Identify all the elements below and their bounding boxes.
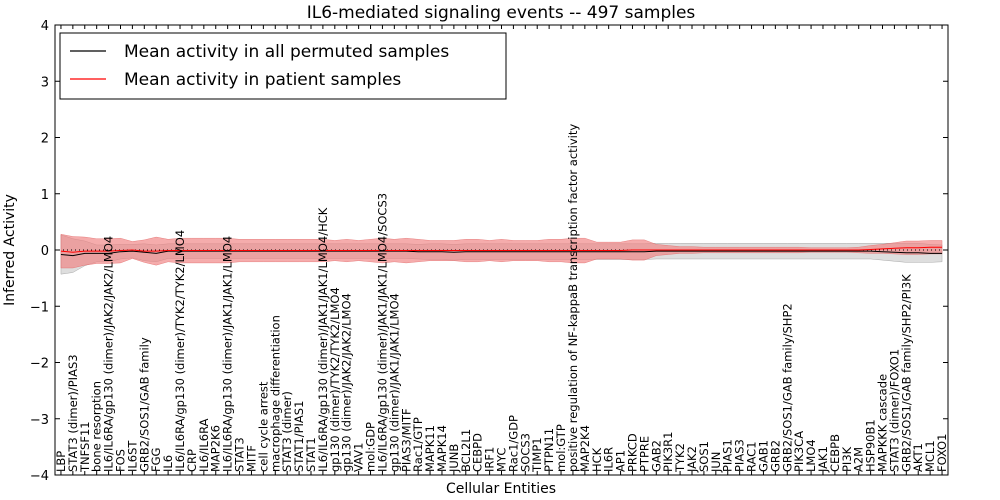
x-category-label: macrophage differentiation	[268, 315, 282, 472]
x-category-label: GAB2	[649, 440, 663, 472]
x-category-label: PIAS3	[733, 439, 747, 472]
x-category-label: Rac1/GDP	[506, 415, 520, 472]
y-tick-label: −2	[30, 357, 49, 372]
x-category-label: IL6/IL6RA	[197, 418, 211, 472]
x-category-label: TNFSF11	[78, 421, 92, 473]
x-category-label: CRP	[185, 449, 199, 472]
x-category-label: BCL2L1	[459, 429, 473, 472]
legend: Mean activity in all permuted samples Mea…	[59, 32, 507, 100]
x-category-label: VAV1	[352, 443, 366, 472]
y-axis-label: Inferred Activity	[2, 194, 18, 306]
x-category-label: cell cycle arrest	[256, 381, 270, 472]
x-category-label: mol:GDP	[364, 422, 378, 472]
x-category-label: STAT3 (dimer)/PIAS3	[66, 354, 80, 472]
x-category-label: CEBPD	[471, 433, 485, 472]
x-category-label: GRB2	[768, 440, 782, 472]
patient-mean-line	[60, 246, 943, 253]
x-category-label: Rac1/GTP	[411, 417, 425, 472]
x-category-label: HCK	[590, 447, 604, 472]
y-tick-label: −3	[30, 413, 49, 428]
x-category-label: IL6/IL6RA/gp130 (dimer)/JAK2/JAK2/LMO4	[102, 236, 116, 472]
y-tick-label: 2	[41, 132, 49, 147]
x-category-label: STAT1/PIAS1	[292, 401, 306, 472]
x-category-label: IL6/IL6RA/gp130 (dimer)/JAK1/JAK1/LMO4/S…	[375, 193, 389, 472]
x-category-label: IRF1	[483, 447, 497, 472]
x-category-label: JUN	[709, 452, 723, 473]
x-category-label: STAT1	[304, 437, 318, 472]
x-category-label: SOCS3	[518, 433, 532, 472]
x-category-label: GRB2/SOS1/GAB family/SHP2/PI3K	[899, 274, 913, 472]
x-category-label: PTPRE	[637, 436, 651, 472]
x-category-label: TYK2	[673, 443, 687, 473]
x-category-label: MAP2K6	[209, 425, 223, 472]
x-category-label: GAB1	[756, 440, 770, 472]
x-category-label: LBP	[54, 451, 68, 472]
x-category-label: AKT1	[911, 443, 925, 472]
x-category-label: STAT3 (dimer)/FOXO1	[887, 349, 901, 472]
x-category-label: IL6	[161, 455, 175, 472]
x-category-label: IL6/IL6RA/gp130 (dimer)/TYK2/TYK2/LMO4	[173, 230, 187, 472]
x-category-label: MYC	[495, 448, 509, 472]
x-category-label: MITF	[244, 445, 258, 472]
x-category-label: LMO4	[804, 439, 818, 472]
x-category-label: JAK2	[685, 446, 699, 473]
y-tick-label: −1	[30, 300, 49, 315]
x-category-label: HSP90B1	[864, 419, 878, 472]
x-category-label: RAC1	[745, 441, 759, 472]
y-tick-label: 4	[41, 19, 49, 34]
x-category-label: IL6ST	[125, 440, 139, 472]
x-category-label: MAPKKK cascade	[876, 374, 890, 472]
x-category-label: GRB2/SOS1/GAB family	[137, 337, 151, 472]
x-category-label: gp130 (dimer)/JAK1/JAK1/LMO4	[387, 293, 401, 472]
legend-box	[59, 32, 507, 100]
x-category-label: positive regulation of NF-kappaB transcr…	[566, 124, 580, 472]
chart-title: IL6-mediated signaling events -- 497 sam…	[307, 3, 696, 23]
x-category-label: gp130 (dimer)/TYK2/TYK2/LMO4	[328, 287, 342, 472]
x-category-label: IL6R	[602, 447, 616, 472]
x-category-label: FGG	[149, 448, 163, 472]
permuted-mean-line	[60, 250, 943, 257]
x-category-label: SOS1	[697, 441, 711, 472]
x-category-label: IL6/IL6RA/gp130 (dimer)/JAK1/JAK1/LMO4/H…	[316, 207, 330, 472]
x-category-label: mol:GTP	[554, 424, 568, 472]
x-category-label: STAT3 (dimer)	[280, 391, 294, 472]
x-category-label: MCL1	[923, 440, 937, 472]
x-axis-label: Cellular Entities	[446, 481, 556, 497]
x-category-label: FOXO1	[935, 434, 949, 472]
x-category-label: JAK1	[816, 446, 830, 473]
x-category-label: TIMP1	[530, 437, 544, 473]
y-tick-label: −4	[30, 469, 49, 484]
x-category-label: PTPN11	[542, 428, 556, 472]
y-tick-label: 3	[41, 75, 49, 90]
x-category-label: GRB2/SOS1/GAB family/SHP2	[780, 303, 794, 472]
x-category-label: PIK3CA	[792, 431, 806, 472]
x-category-label: MAP2K4	[578, 425, 592, 472]
patient-band	[60, 233, 943, 269]
x-category-label: AP1	[614, 450, 628, 472]
x-category-label: PRKCD	[625, 433, 639, 472]
x-category-label: FOS	[113, 449, 127, 472]
x-category-label: A2M	[852, 447, 866, 472]
x-category-label: PIAS3/MITF	[399, 408, 413, 472]
x-category-label: bone resorption	[90, 381, 104, 472]
x-category-label: PIAS1	[721, 439, 735, 472]
legend-label: Mean activity in all permuted samples	[124, 42, 449, 62]
x-category-label: STAT3	[233, 437, 247, 472]
legend-label: Mean activity in patient samples	[124, 70, 401, 90]
x-category-label: MAPK14	[435, 425, 449, 472]
x-category-label: PI3K	[840, 446, 854, 472]
x-category-label: gp130 (dimer)/JAK2/JAK2/LMO4	[340, 293, 354, 472]
y-tick-label: 1	[41, 188, 49, 203]
x-category-label: MAPK11	[423, 425, 437, 472]
x-category-label: CEBPB	[828, 434, 842, 472]
y-tick-label: 0	[41, 244, 49, 259]
x-category-label: IL6/IL6RA/gp130 (dimer)/JAK1/JAK1/LMO4	[221, 236, 235, 472]
x-category-label: PIK3R1	[661, 431, 675, 472]
x-category-label: JUNB	[447, 444, 461, 473]
